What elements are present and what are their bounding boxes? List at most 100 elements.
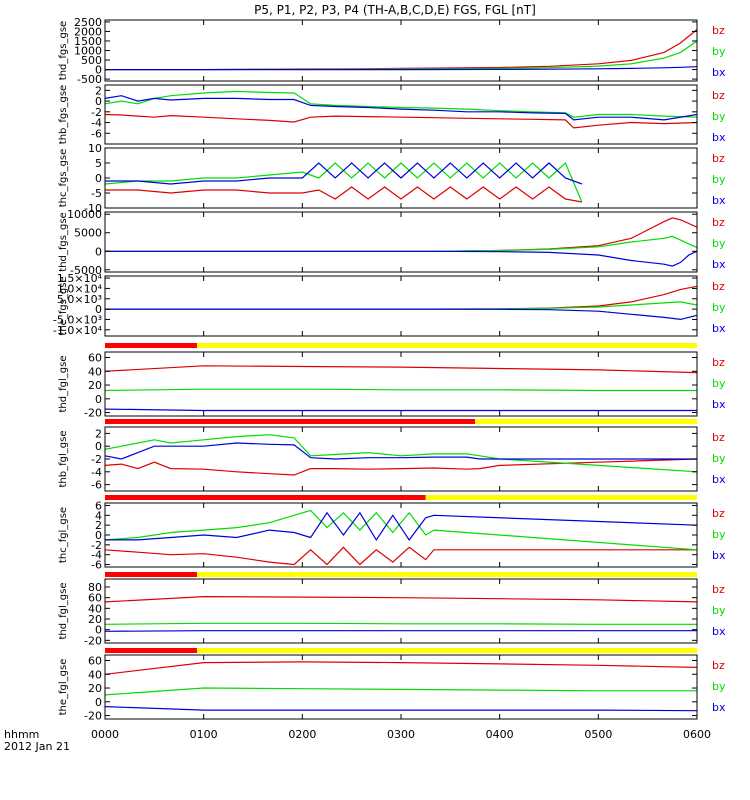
panel-frame [104,211,698,273]
x-tick-label: 0000 [91,728,119,741]
y-tick-label: -5000 [70,264,102,277]
y-axis-label: thb_fgs_gse [58,85,69,144]
mode-bar-red [105,648,198,653]
y-tick-label: 0 [95,95,102,108]
y-tick-label: -2 [91,453,102,466]
series-line-bx [105,162,583,185]
y-tick-label: -500 [77,73,102,86]
legend-bz: bz [712,216,725,229]
mode-bars [105,343,698,653]
y-tick-label: -1.0×10⁴ [53,324,103,337]
mode-bar-yellow [475,419,697,424]
x-tick-label: 0500 [584,728,612,741]
y-tick-label: 1.0×10⁴ [57,282,103,295]
legend-bx: bx [712,322,726,335]
series-line-bz [105,217,698,252]
legend-bx: bx [712,258,726,271]
y-tick-label: 40 [88,365,102,378]
series-line-by [105,301,698,310]
panel-frame [104,19,698,82]
mode-bar-4 [105,572,698,577]
legend-by: by [712,173,726,186]
mode-bar-5 [105,648,698,653]
legend-by: by [712,452,726,465]
series-line-bz [105,285,698,310]
y-axis-label: thd_fgs_gse [58,21,69,80]
mode-bar-yellow [197,648,698,653]
y-tick-label: -2 [91,539,102,552]
legend-bz: bz [712,89,725,102]
x-tick-label: 0400 [486,728,514,741]
series-line-bz [104,458,698,476]
y-tick-label: -10 [84,202,102,215]
panel-frame [104,502,698,568]
legend-by: by [712,528,726,541]
panel-frame [104,578,698,644]
mode-bar-yellow [197,572,698,577]
y-tick-label: 5000 [74,227,102,240]
panel-5: 1.5×10⁴1.0×10⁴5.0×10³0-5.0×10³-1.0×10⁴th… [53,272,726,337]
panel-frame [104,351,698,417]
y-tick-label: 1000 [74,45,102,58]
mode-bar-red [105,495,426,500]
time-axis: 0000 0100 0200 0300 0400 0500 0600 [91,728,711,741]
y-axis-label: thc_fgs_gse [58,149,69,208]
y-tick-label: 60 [88,655,102,668]
y-tick-label: -6 [91,127,102,140]
mode-bar-yellow [197,343,698,348]
time-axis-label: hhmm [4,728,39,741]
y-tick-label: 20 [88,613,102,626]
y-tick-label: 0 [95,624,102,637]
y-tick-label: 2500 [74,16,102,29]
mode-bar-2 [105,419,697,424]
series-line-by [105,40,698,71]
y-tick-label: 5 [95,157,102,170]
panel-2: 20-2-4-6 thb_fgs_gse bz by bx [58,84,726,145]
y-tick-label: 6 [95,499,102,512]
series-line-bx [104,95,698,121]
series-line-bx [104,706,698,712]
series-line-bz [104,661,698,675]
panel-7: 20-2-4-6 thb_fgl_gse bz by bx [58,426,726,492]
y-tick-label: 0 [95,245,102,258]
y-tick-label: 60 [88,592,102,605]
y-tick-label: 0 [95,696,102,709]
legend-bx: bx [712,66,726,79]
series-line-bx [105,308,698,321]
y-tick-label: -5 [91,187,102,200]
legend-bz: bz [712,280,725,293]
y-tick-label: 0 [95,440,102,453]
series-line-bz [105,186,583,203]
series-line-bz [104,546,697,566]
series-line-bz [104,595,698,603]
legend-bz: bz [712,659,725,672]
mode-bar-3 [105,495,697,500]
x-tick-label: 0100 [190,728,218,741]
x-tick-label: 0200 [288,728,316,741]
series-line-bx [105,250,698,267]
y-axis-label: thb_fgl_gse [58,431,69,488]
series-line-bx [104,630,697,632]
legend-by: by [712,237,726,250]
y-axis-label: the_fgs_gse [58,276,69,335]
time-axis-date: 2012 Jan 21 [4,740,70,753]
legend-bx: bx [712,131,726,144]
x-tick-label: 0600 [683,728,711,741]
y-tick-label: 0 [95,529,102,542]
y-tick-label: -20 [84,407,102,420]
mode-bar-yellow [425,495,697,500]
series-line-bz [104,113,698,129]
y-axis-label: thd_fgl_gse [58,583,69,640]
legend-bx: bx [712,194,726,207]
series-line-by [104,434,698,473]
y-tick-label: 20 [88,379,102,392]
y-tick-label: 2000 [74,25,102,38]
legend-bz: bz [712,583,725,596]
y-tick-label: 2 [95,427,102,440]
legend-bz: bz [712,152,725,165]
legend-bz: bz [712,431,725,444]
